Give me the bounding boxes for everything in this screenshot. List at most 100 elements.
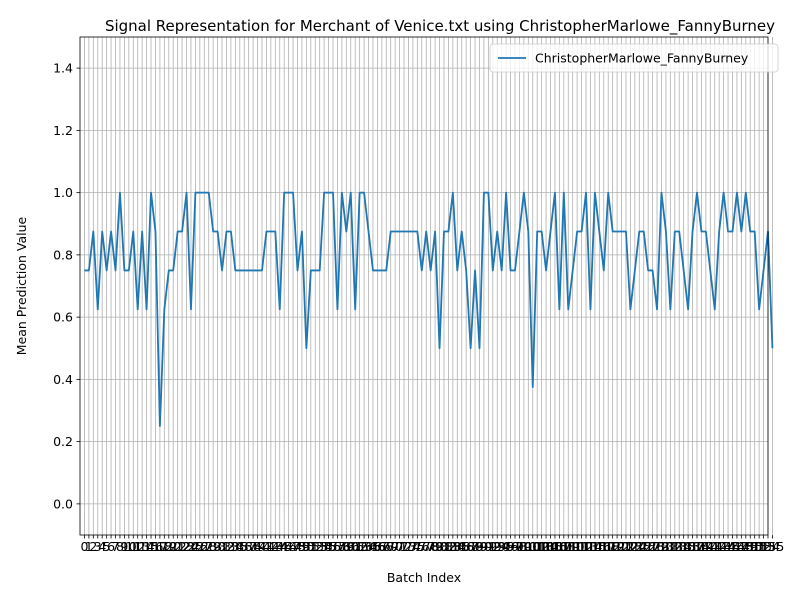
x-tick-label: 83 — [445, 539, 461, 554]
x-tick-label: 15 — [143, 539, 159, 554]
chart-title: Signal Representation for Merchant of Ve… — [105, 17, 775, 36]
x-tick-label: 109 — [556, 539, 580, 554]
x-tick-label: 139 — [689, 539, 713, 554]
x-tick-label: 48 — [290, 539, 306, 554]
x-tick-label: 5 — [103, 539, 111, 554]
x-tick-label: 154 — [756, 539, 780, 554]
series-layer — [84, 191, 774, 427]
y-tick-label: 0.8 — [53, 247, 73, 262]
x-tick-label: 77 — [418, 539, 434, 554]
x-tick-label: 39 — [250, 539, 266, 554]
x-tick-label: 59 — [338, 539, 354, 554]
x-tick-label: 4 — [98, 539, 106, 554]
x-tick-label: 91 — [480, 539, 496, 554]
x-tick-label: 42 — [263, 539, 279, 554]
x-tick-label: 13 — [134, 539, 150, 554]
x-tick-label: 1 — [85, 539, 93, 554]
x-tick-label: 71 — [392, 539, 408, 554]
x-tick-label: 14 — [139, 539, 155, 554]
x-tick-label: 81 — [436, 539, 452, 554]
x-tick-label: 54 — [316, 539, 332, 554]
x-tick-label: 68 — [378, 539, 394, 554]
x-tick-label: 66 — [369, 539, 385, 554]
x-tick-label: 144 — [712, 539, 736, 554]
x-tick-label: 122 — [614, 539, 638, 554]
x-tick-label: 70 — [387, 539, 403, 554]
x-tick-label: 2 — [89, 539, 97, 554]
x-tick-label: 6 — [107, 539, 115, 554]
x-tick-label: 127 — [636, 539, 660, 554]
x-gridlines — [84, 37, 773, 535]
x-tick-label: 129 — [645, 539, 669, 554]
x-tick-label: 34 — [227, 539, 243, 554]
x-axis-ticks: 0123456789101112131415161718192021222324… — [80, 535, 784, 554]
x-tick-label: 133 — [663, 539, 687, 554]
y-tick-label: 0.6 — [53, 310, 73, 325]
x-tick-label: 57 — [329, 539, 345, 554]
x-tick-label: 95 — [498, 539, 514, 554]
x-tick-label: 26 — [192, 539, 208, 554]
x-tick-label: 44 — [272, 539, 288, 554]
x-tick-label: 65 — [365, 539, 381, 554]
legend-box — [489, 43, 779, 73]
x-tick-label: 94 — [494, 539, 510, 554]
x-tick-label: 92 — [485, 539, 501, 554]
x-tick-label: 46 — [281, 539, 297, 554]
x-tick-label: 27 — [196, 539, 212, 554]
x-tick-label: 138 — [685, 539, 709, 554]
x-tick-label: 130 — [650, 539, 674, 554]
x-tick-label: 90 — [476, 539, 492, 554]
x-tick-label: 19 — [161, 539, 177, 554]
x-tick-label: 86 — [458, 539, 474, 554]
x-tick-label: 136 — [676, 539, 700, 554]
x-tick-label: 22 — [174, 539, 190, 554]
x-tick-label: 82 — [440, 539, 456, 554]
x-tick-label: 106 — [543, 539, 567, 554]
x-tick-label: 24 — [183, 539, 199, 554]
x-tick-label: 78 — [423, 539, 439, 554]
y-tick-label: 1.2 — [53, 123, 73, 138]
x-tick-label: 58 — [334, 539, 350, 554]
x-tick-label: 37 — [241, 539, 257, 554]
x-tick-label: 149 — [734, 539, 758, 554]
x-tick-label: 131 — [654, 539, 678, 554]
x-tick-label: 125 — [627, 539, 651, 554]
x-tick-label: 41 — [258, 539, 274, 554]
x-tick-label: 98 — [511, 539, 527, 554]
x-tick-label: 108 — [552, 539, 576, 554]
x-tick-label: 117 — [592, 539, 616, 554]
x-tick-label: 53 — [312, 539, 328, 554]
x-tick-label: 33 — [223, 539, 239, 554]
x-tick-label: 99 — [516, 539, 532, 554]
x-tick-label: 123 — [618, 539, 642, 554]
x-tick-label: 102 — [525, 539, 549, 554]
x-tick-label: 43 — [267, 539, 283, 554]
x-tick-label: 49 — [294, 539, 310, 554]
x-tick-label: 148 — [729, 539, 753, 554]
x-tick-label: 32 — [219, 539, 235, 554]
x-tick-label: 146 — [721, 539, 745, 554]
x-tick-label: 56 — [325, 539, 341, 554]
x-tick-label: 45 — [276, 539, 292, 554]
x-tick-label: 75 — [409, 539, 425, 554]
x-tick-label: 104 — [534, 539, 558, 554]
y-axis-label: Mean Prediction Value — [14, 216, 29, 355]
x-tick-label: 101 — [521, 539, 545, 554]
x-tick-label: 35 — [232, 539, 248, 554]
y-tick-label: 1.4 — [53, 61, 73, 76]
x-tick-label: 155 — [761, 539, 785, 554]
y-tick-label: 0.2 — [53, 434, 73, 449]
legend: ChristopherMarlowe_FannyBurney — [489, 43, 779, 73]
x-tick-label: 87 — [463, 539, 479, 554]
x-tick-label: 150 — [738, 539, 762, 554]
x-tick-label: 100 — [516, 539, 540, 554]
x-tick-label: 151 — [743, 539, 767, 554]
x-tick-label: 126 — [632, 539, 656, 554]
x-tick-label: 110 — [561, 539, 585, 554]
x-tick-label: 96 — [503, 539, 519, 554]
x-tick-label: 135 — [672, 539, 696, 554]
x-tick-label: 103 — [530, 539, 554, 554]
x-tick-label: 88 — [467, 539, 483, 554]
plot-area-frame — [79, 36, 769, 536]
